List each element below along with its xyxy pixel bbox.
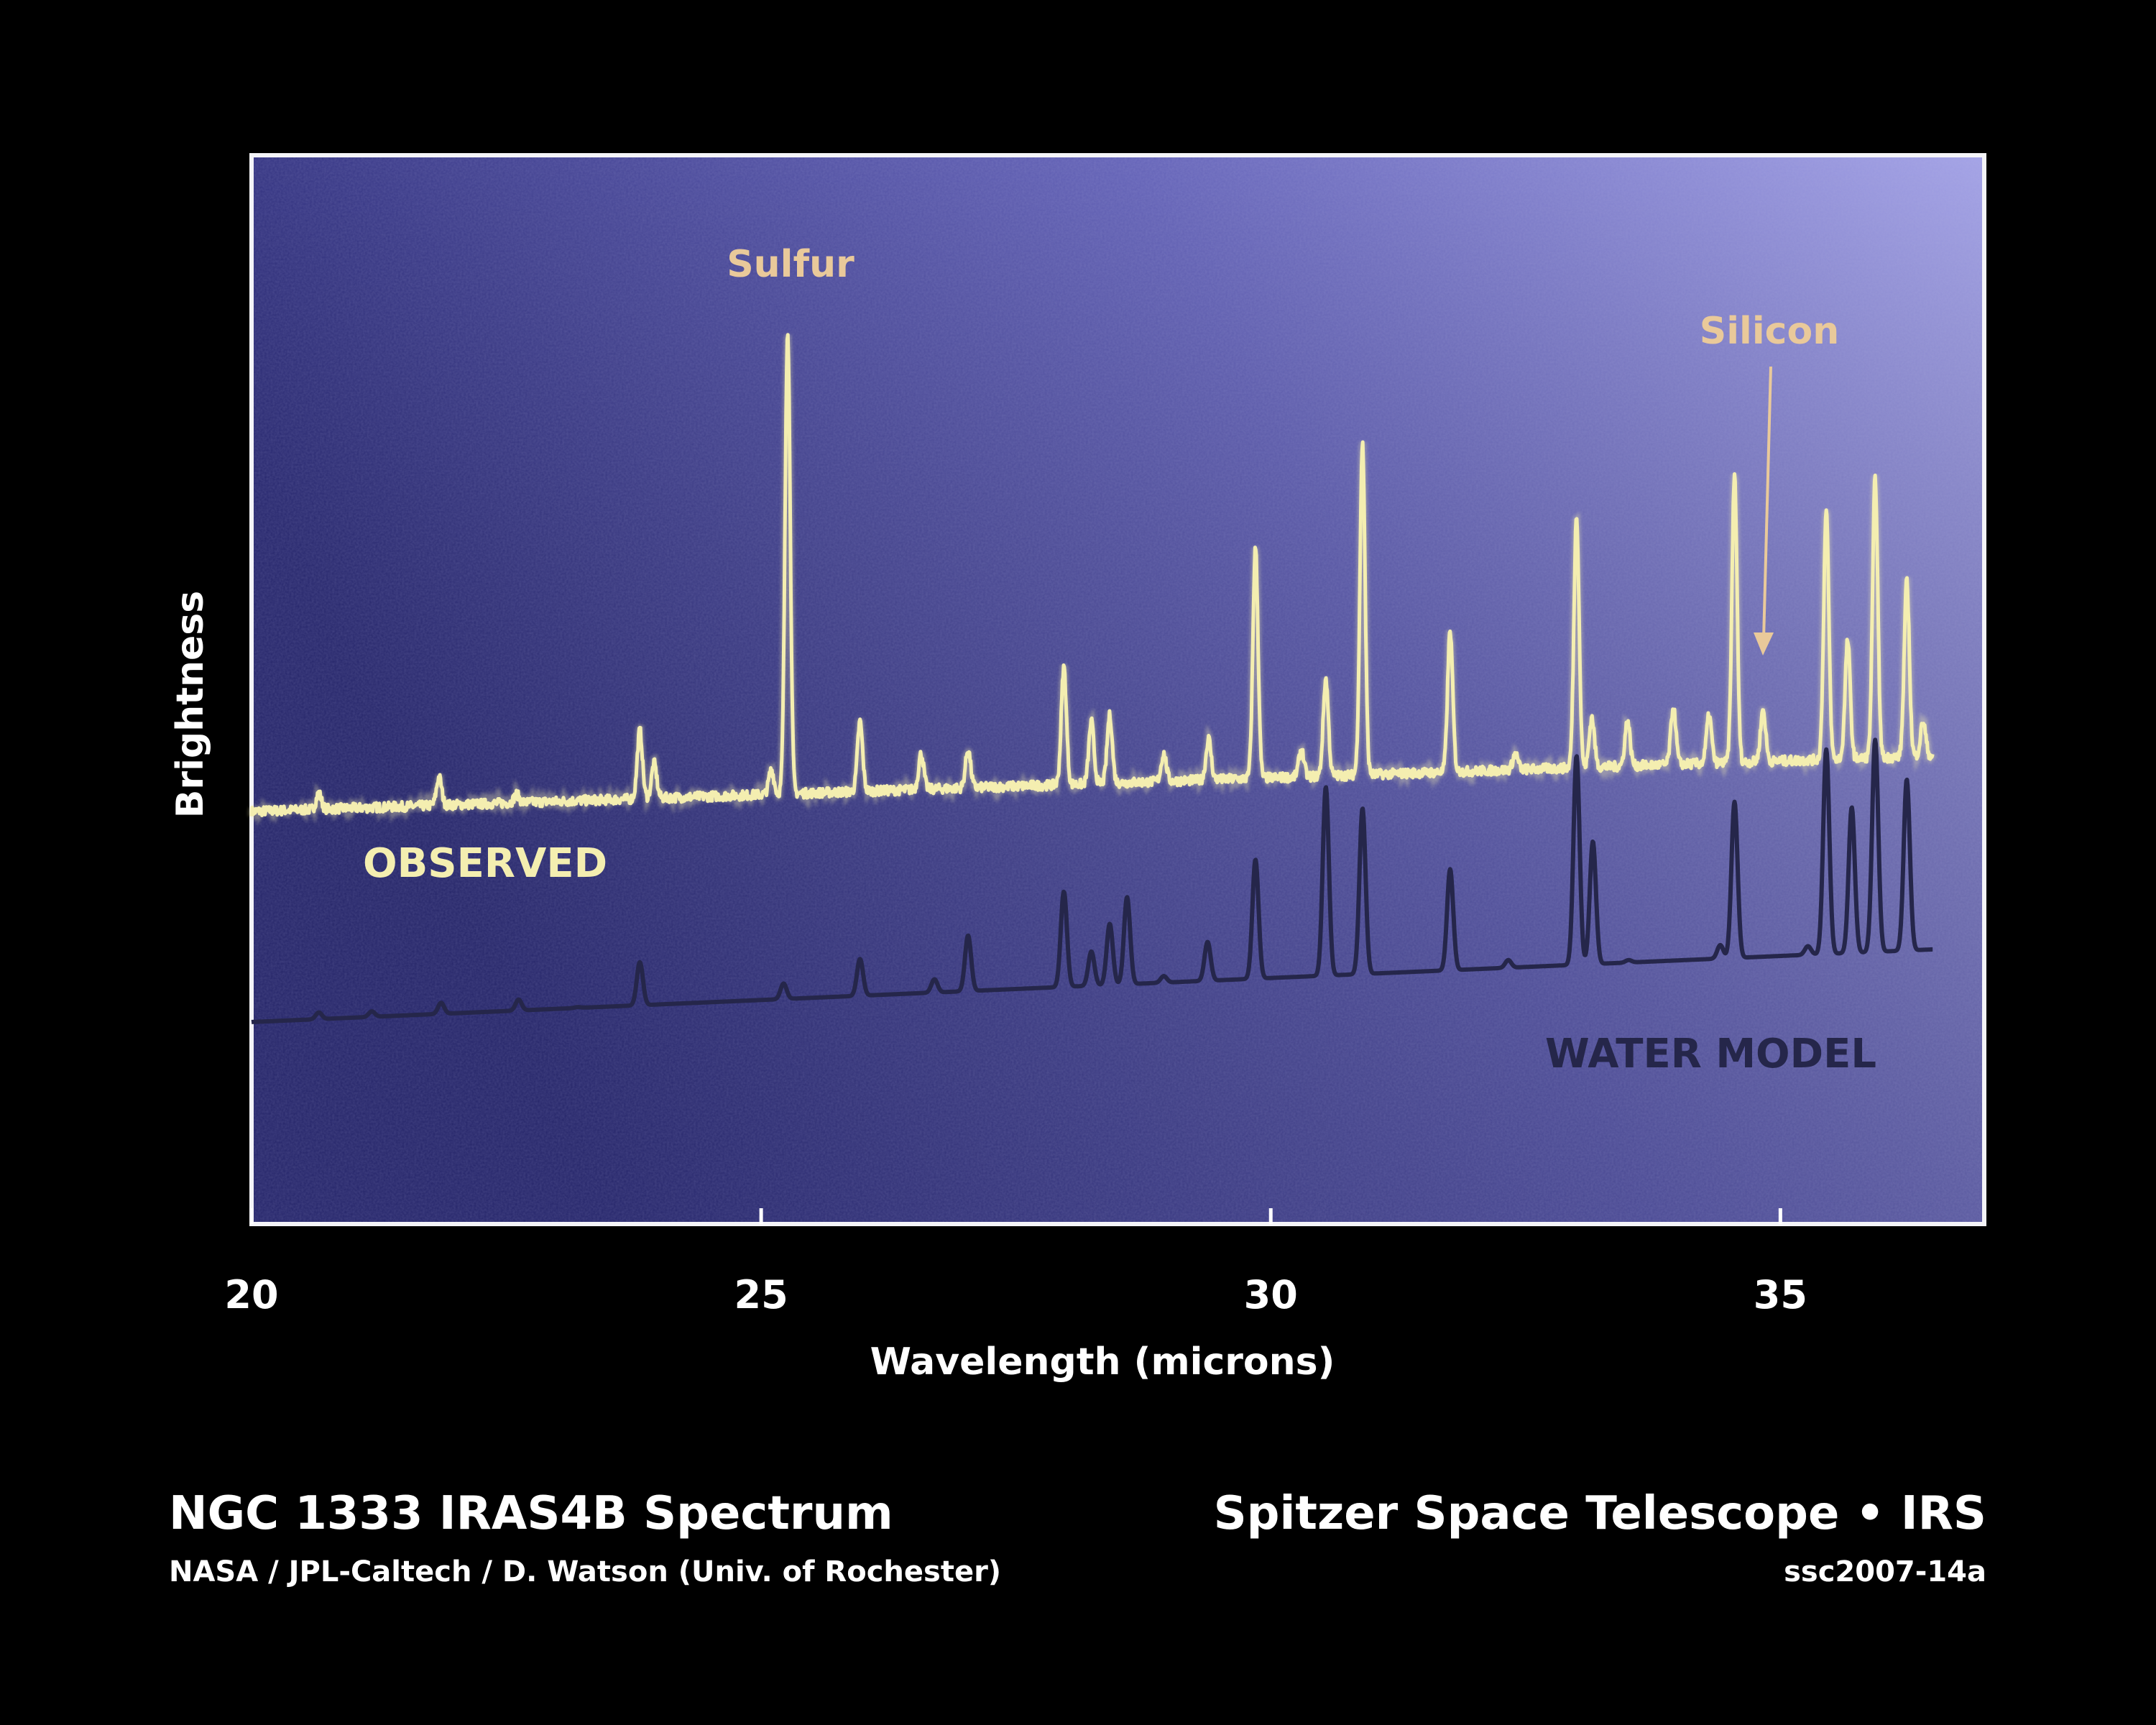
legend-water-model: WATER MODEL [1545,1031,1876,1077]
x-tick-label: 20 [224,1272,278,1317]
annotation-sulfur: Sulfur [727,243,854,286]
silicon-arrow-icon [1754,366,1774,656]
x-tick-label: 35 [1754,1272,1807,1317]
y-axis-label: Brightness [169,591,212,818]
series-line-water-model [249,737,1935,1024]
series-group [248,333,1936,1024]
plot-frame [249,153,1986,1226]
legend-observed: OBSERVED [363,840,607,887]
mission-label: Spitzer Space Telescope • IRS [1214,1487,1986,1540]
x-axis-label: Wavelength (microns) [870,1340,1335,1384]
x-tick-label: 25 [734,1272,788,1317]
plot-area [249,153,1986,1226]
image-id: ssc2007-14a [1784,1555,1986,1588]
annotation-silicon: Silicon [1700,310,1840,353]
x-tick-label: 30 [1244,1272,1298,1317]
x-axis: 20 25 30 35 [224,1208,1807,1317]
chart-title: NGC 1333 IRAS4B Spectrum [169,1487,893,1540]
credit-line: NASA / JPL-Caltech / D. Watson (Univ. of… [169,1555,1001,1588]
series-line-observed [249,333,1935,817]
